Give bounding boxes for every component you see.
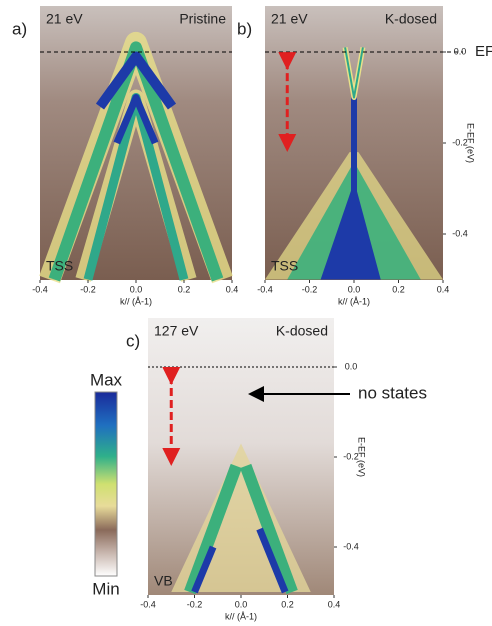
band <box>48 41 224 282</box>
band <box>95 51 177 110</box>
band <box>191 545 217 594</box>
y-tick-label: -0.2 <box>343 451 359 461</box>
colorbar-max: Max <box>90 370 123 389</box>
x-tick-label: 0.0 <box>348 284 361 294</box>
fermi-label: EF <box>475 43 492 60</box>
band-label: TSS <box>46 258 73 274</box>
x-tick-label: -0.2 <box>302 284 318 294</box>
band-label: VB <box>154 573 173 589</box>
x-tick-label: 0.4 <box>437 284 450 294</box>
x-tick-label: -0.4 <box>140 599 156 609</box>
y-axis-label: E-EF (eV) <box>357 437 367 477</box>
photon-energy: 21 eV <box>271 11 308 27</box>
y-tick-label: 0.0 <box>345 361 358 371</box>
x-axis-label: k// (Å-1) <box>225 611 257 621</box>
y-tick-label: -0.2 <box>452 137 468 147</box>
y-tick-label: -0.4 <box>452 228 468 238</box>
y-tick-label: 0.0 <box>454 46 467 56</box>
photon-energy: 127 eV <box>154 323 199 339</box>
band-label: TSS <box>271 258 298 274</box>
x-tick-label: -0.2 <box>80 284 96 294</box>
annotation: no states <box>358 383 427 402</box>
condition: K-dosed <box>276 323 328 339</box>
band <box>184 463 242 595</box>
condition: K-dosed <box>385 11 437 27</box>
band <box>113 94 159 145</box>
x-tick-label: 0.0 <box>235 599 248 609</box>
y-tick-label: -0.4 <box>343 541 359 551</box>
panel-label: a) <box>12 19 27 38</box>
y-axis-label: E-EF (eV) <box>466 123 476 163</box>
panel-label: c) <box>126 331 140 350</box>
x-tick-label: 0.0 <box>130 284 143 294</box>
panels: a) 21 eV Pristine TSS -0.4 -0.2 0.0 0.2 0.4 k// (… <box>12 6 476 621</box>
x-tick-label: -0.4 <box>32 284 48 294</box>
x-tick-label: 0.2 <box>281 599 294 609</box>
x-tick-label: -0.4 <box>257 284 273 294</box>
x-tick-label: 0.4 <box>328 599 341 609</box>
x-axis-label: k// (Å-1) <box>120 296 152 306</box>
x-tick-label: -0.2 <box>187 599 203 609</box>
photon-energy: 21 eV <box>46 11 83 27</box>
band <box>344 47 364 99</box>
band <box>240 463 298 595</box>
colorbar <box>94 391 118 577</box>
panel-label: b) <box>237 19 252 38</box>
x-tick-label: 0.4 <box>226 284 239 294</box>
x-tick-label: 0.2 <box>178 284 191 294</box>
band-area <box>320 188 381 280</box>
x-axis-label: k// (Å-1) <box>338 296 370 306</box>
condition: Pristine <box>179 11 226 27</box>
band <box>256 527 289 594</box>
colorbar-min: Min <box>92 579 119 598</box>
x-tick-label: 0.2 <box>392 284 405 294</box>
